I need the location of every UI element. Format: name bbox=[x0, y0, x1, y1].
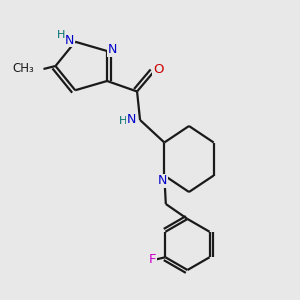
Text: CH₃: CH₃ bbox=[13, 61, 34, 75]
Text: N: N bbox=[158, 174, 167, 188]
Text: F: F bbox=[149, 253, 156, 266]
Text: N: N bbox=[127, 113, 136, 127]
Text: O: O bbox=[153, 63, 164, 76]
Text: N: N bbox=[65, 34, 74, 47]
Text: H: H bbox=[57, 30, 65, 40]
Text: N: N bbox=[108, 43, 117, 56]
Text: H: H bbox=[119, 116, 128, 127]
